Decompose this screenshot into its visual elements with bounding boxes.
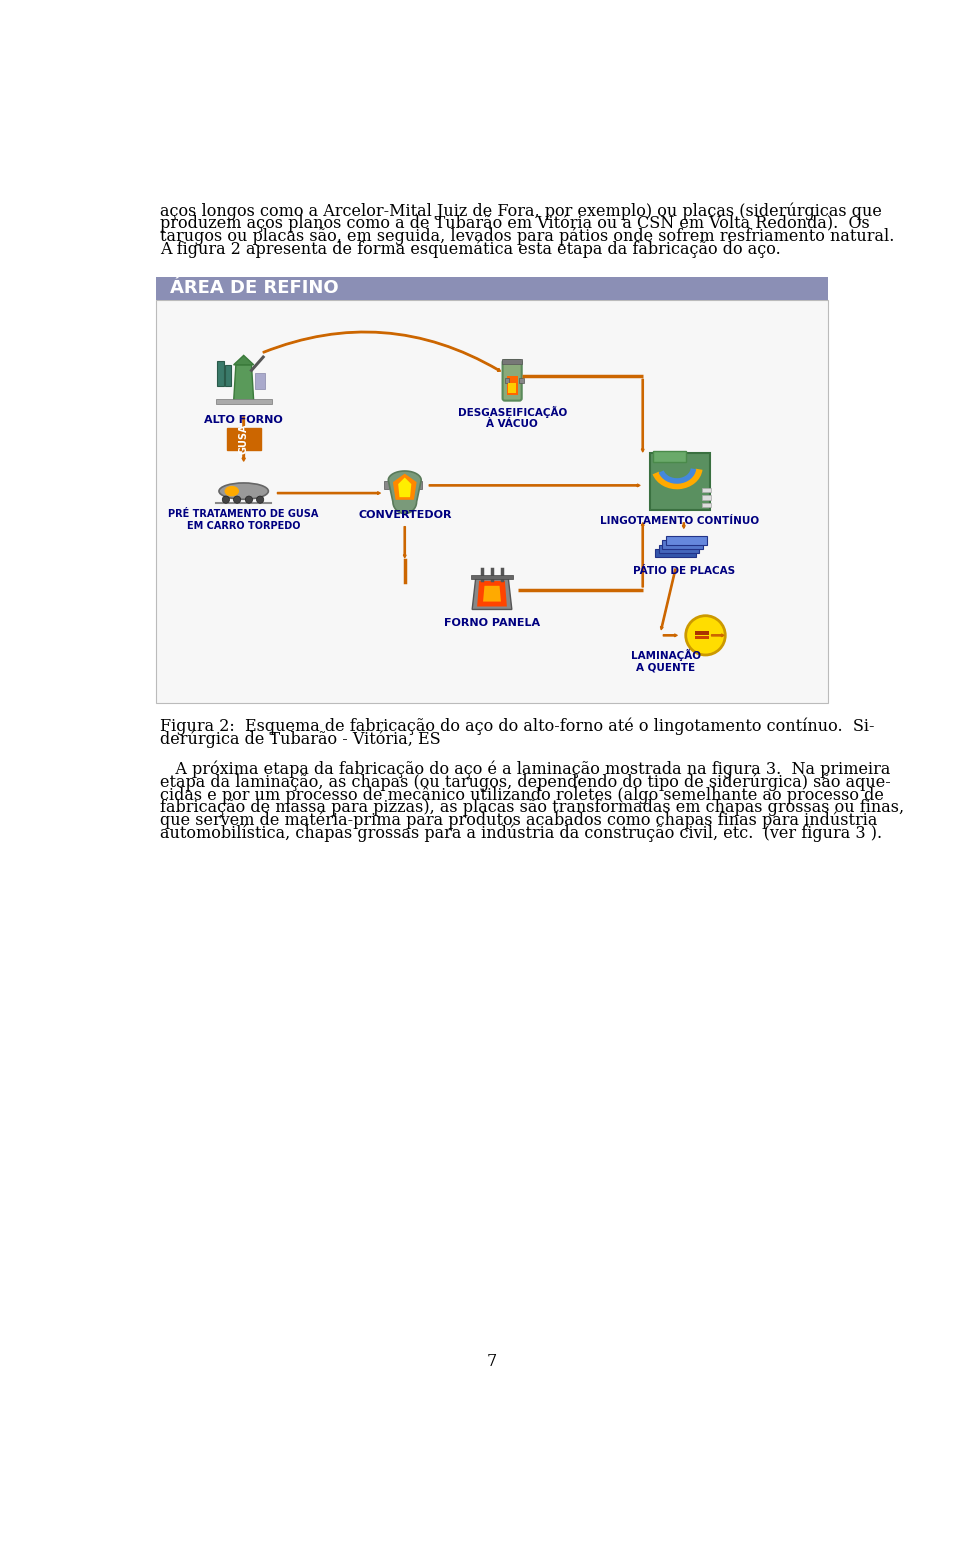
Text: automobilística, chapas grossas para a indústria da construção civil, etc.  (ver: automobilística, chapas grossas para a i… — [160, 826, 882, 843]
Text: tarugos ou placas são, em seguida, levados para pátios onde sofrem resfriamento : tarugos ou placas são, em seguida, levad… — [160, 229, 895, 246]
FancyBboxPatch shape — [384, 482, 389, 490]
Polygon shape — [398, 477, 411, 498]
FancyBboxPatch shape — [695, 631, 709, 634]
FancyBboxPatch shape — [217, 361, 224, 386]
Text: aços longos como a Arcelor-Mital Juiz de Fora, por exemplo) ou placas (siderúrgi: aços longos como a Arcelor-Mital Juiz de… — [160, 202, 882, 219]
Text: 7: 7 — [487, 1353, 497, 1370]
Text: cidas e por um processo de mecânico utilizando roletes (algo semelhante ao proce: cidas e por um processo de mecânico util… — [160, 787, 884, 804]
FancyBboxPatch shape — [695, 636, 709, 639]
FancyBboxPatch shape — [508, 383, 516, 393]
Text: PÁTIO DE PLACAS: PÁTIO DE PLACAS — [633, 566, 734, 577]
FancyBboxPatch shape — [519, 378, 524, 383]
FancyBboxPatch shape — [655, 549, 696, 557]
Text: fabricação de massa para pizzas), as placas são transformadas em chapas grossas : fabricação de massa para pizzas), as pla… — [160, 799, 904, 816]
Ellipse shape — [225, 485, 239, 496]
FancyBboxPatch shape — [659, 544, 699, 554]
Text: ÁREA DE REFINO: ÁREA DE REFINO — [170, 280, 338, 297]
FancyBboxPatch shape — [503, 361, 521, 401]
Circle shape — [685, 616, 725, 655]
FancyBboxPatch shape — [216, 400, 272, 404]
Polygon shape — [388, 471, 421, 513]
Ellipse shape — [219, 484, 269, 499]
Text: LAMINAÇÃO
A QUENTE: LAMINAÇÃO A QUENTE — [631, 648, 701, 673]
Text: que servem de matéria-prima para produtos acabados como chapas finas para indúst: que servem de matéria-prima para produto… — [160, 812, 877, 829]
Circle shape — [233, 496, 241, 504]
FancyBboxPatch shape — [254, 373, 265, 389]
Text: A próxima etapa da fabricação do aço é a laminação mostrada na figura 3.  Na pri: A próxima etapa da fabricação do aço é a… — [160, 760, 891, 778]
Polygon shape — [483, 586, 501, 602]
Polygon shape — [472, 578, 512, 610]
Text: DESGASEIFICAÇÃO
À VÁCUO: DESGASEIFICAÇÃO À VÁCUO — [458, 406, 566, 429]
Polygon shape — [477, 582, 507, 606]
Text: FORNO PANELA: FORNO PANELA — [444, 619, 540, 628]
Circle shape — [223, 496, 229, 504]
FancyBboxPatch shape — [502, 359, 522, 364]
Text: Figura 2:  Esquema de fabricação do aço do alto-forno até o lingotamento contínu: Figura 2: Esquema de fabricação do aço d… — [160, 718, 875, 736]
FancyBboxPatch shape — [665, 536, 707, 544]
FancyBboxPatch shape — [703, 502, 710, 507]
FancyBboxPatch shape — [156, 277, 828, 300]
FancyBboxPatch shape — [156, 300, 828, 703]
FancyBboxPatch shape — [653, 451, 685, 462]
FancyBboxPatch shape — [225, 365, 231, 386]
FancyBboxPatch shape — [471, 575, 513, 578]
FancyBboxPatch shape — [505, 378, 510, 383]
FancyBboxPatch shape — [703, 496, 710, 499]
Text: produzem aços planos como a de Tubarão em Vitória ou a CSN em Volta Redonda).  O: produzem aços planos como a de Tubarão e… — [160, 215, 870, 232]
Polygon shape — [233, 365, 253, 401]
FancyBboxPatch shape — [227, 428, 261, 449]
Circle shape — [246, 496, 252, 504]
Text: ALTO FORNO: ALTO FORNO — [204, 415, 283, 425]
Text: A figura 2 apresenta de forma esquemática esta etapa da fabricação do aço.: A figura 2 apresenta de forma esquemátic… — [160, 241, 781, 258]
Text: etapa da laminação, as chapas (ou tarugos, dependendo do tipo de siderúrgica) sã: etapa da laminação, as chapas (ou tarugo… — [160, 773, 891, 790]
Text: PRÉ TRATAMENTO DE GUSA
EM CARRO TORPEDO: PRÉ TRATAMENTO DE GUSA EM CARRO TORPEDO — [169, 508, 319, 530]
FancyBboxPatch shape — [418, 482, 421, 490]
FancyBboxPatch shape — [507, 376, 517, 395]
Text: derúrgica de Tubarão - Vitória, ES: derúrgica de Tubarão - Vitória, ES — [160, 731, 441, 748]
FancyBboxPatch shape — [662, 540, 703, 549]
FancyBboxPatch shape — [650, 453, 709, 510]
Text: LINGOTAMENTO CONTÍNUO: LINGOTAMENTO CONTÍNUO — [600, 516, 759, 526]
FancyBboxPatch shape — [703, 488, 710, 491]
Polygon shape — [233, 356, 253, 365]
Text: CONVERTEDOR: CONVERTEDOR — [358, 510, 451, 519]
Polygon shape — [393, 474, 417, 499]
Text: GUSA: GUSA — [239, 425, 249, 454]
Circle shape — [256, 496, 264, 504]
